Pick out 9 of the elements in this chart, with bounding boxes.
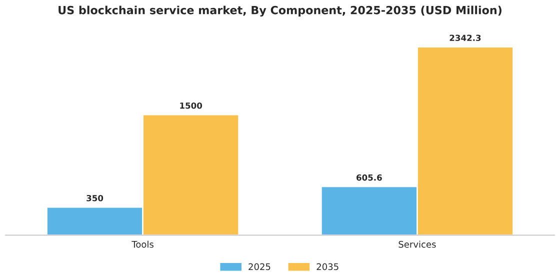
x-tick-label: Tools (132, 240, 154, 248)
legend-label: 2035 (316, 263, 338, 270)
data-label: 350 (86, 194, 104, 202)
data-label: 1500 (180, 102, 202, 109)
data-label: 2342.3 (450, 34, 481, 42)
x-tick-label: Services (398, 240, 436, 248)
data-label: 605.6 (356, 174, 382, 181)
legend-label: 2025 (248, 263, 270, 270)
chart-title: US blockchain service market, By Component, 2025-2035 (USD Million) (58, 6, 502, 17)
